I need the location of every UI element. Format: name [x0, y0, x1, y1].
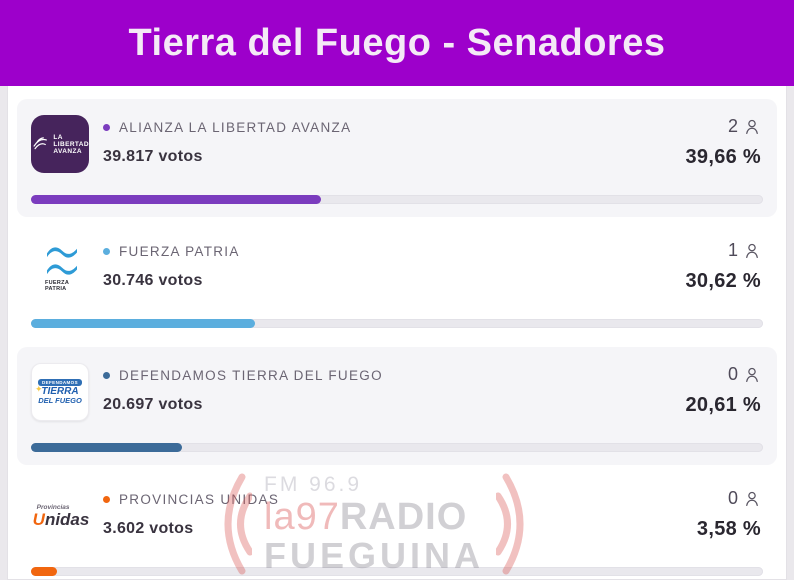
seats-won: 0 [697, 488, 761, 509]
progress-track [31, 443, 763, 452]
person-icon [746, 119, 758, 134]
results-panel: LA LIBERTAD AVANZA ALIANZA LA LIBERTAD AVA… [7, 86, 787, 580]
seats-count: 0 [727, 364, 738, 384]
progress-fill [31, 319, 256, 328]
lla-logo: LA LIBERTAD AVANZA [31, 115, 89, 173]
vote-percentage: 30,62 % [685, 270, 761, 292]
fp-logo-text: FUERZA PATRIA [45, 280, 70, 292]
person-icon [746, 491, 758, 506]
row-right-stats: 0 20,61 % [686, 364, 762, 417]
votes-count: 39.817 votos [103, 148, 203, 165]
votes-count: 3.602 votos [103, 520, 194, 537]
party-info: FUERZA PATRIA 30.746 votos [103, 244, 577, 290]
seats-count: 0 [727, 488, 738, 508]
page-title: Tierra del Fuego - Senadores [128, 21, 666, 64]
party-line: ALIANZA LA LIBERTAD AVANZA [103, 120, 577, 135]
star-icon: ✦ [35, 384, 43, 394]
row-right-stats: 2 39,66 % [686, 116, 762, 169]
party-logo: FUERZA PATRIA [31, 239, 89, 297]
party-logo: ✦ DEFENDAMOS TIERRA DEL FUEGO [31, 363, 89, 421]
row-right-stats: 1 30,62 % [686, 240, 762, 293]
party-result-row: LA LIBERTAD AVANZA ALIANZA LA LIBERTAD AVA… [17, 99, 777, 217]
party-color-bullet [103, 372, 110, 379]
dtf-logo-line2: DEL FUEGO [38, 396, 82, 405]
progress-fill [31, 567, 58, 576]
flag-icon [47, 264, 77, 275]
seats-count: 2 [727, 116, 738, 136]
pu-logo-line1: Provincias [36, 504, 70, 511]
party-name: ALIANZA LA LIBERTAD AVANZA [119, 120, 352, 135]
dtf-logo-line1: TIERRA [41, 386, 79, 397]
party-info: PROVINCIAS UNIDAS 3.602 votos [103, 492, 577, 538]
person-icon [746, 243, 758, 258]
fp-logo: FUERZA PATRIA [41, 244, 79, 292]
votes-count: 30.746 votos [103, 272, 203, 289]
eagle-icon [33, 137, 47, 150]
party-info: ALIANZA LA LIBERTAD AVANZA 39.817 votos [103, 120, 577, 166]
header-banner: Tierra del Fuego - Senadores [0, 0, 794, 86]
seats-count: 1 [727, 240, 738, 260]
party-info: DEFENDAMOS TIERRA DEL FUEGO 20.697 votos [103, 368, 577, 414]
party-name: PROVINCIAS UNIDAS [119, 492, 280, 507]
party-name: DEFENDAMOS TIERRA DEL FUEGO [119, 368, 383, 383]
party-result-row: FUERZA PATRIA FUERZA PATRIA 30.746 votos … [17, 223, 777, 341]
party-result-row: ✦ DEFENDAMOS TIERRA DEL FUEGO DEFENDAMOS TI… [17, 347, 777, 465]
pu-initial: U [32, 510, 45, 529]
party-color-bullet [103, 496, 110, 503]
pu-logo: Provincias Unidas [31, 504, 90, 528]
seats-won: 2 [686, 116, 762, 137]
progress-fill [31, 443, 182, 452]
vote-percentage: 39,66 % [685, 146, 761, 168]
progress-fill [31, 195, 322, 204]
person-icon [746, 367, 758, 382]
party-line: FUERZA PATRIA [103, 244, 577, 259]
flag-icon [47, 247, 77, 258]
pu-logo-line2: Unidas [32, 510, 90, 529]
party-logo: LA LIBERTAD AVANZA [31, 115, 89, 173]
row-right-stats: 0 3,58 % [697, 488, 761, 541]
dtf-badge: DEFENDAMOS [37, 379, 82, 386]
votes-count: 20.697 votos [103, 396, 203, 413]
progress-track [31, 195, 763, 204]
lla-logo-text: LA LIBERTAD AVANZA [53, 133, 89, 155]
progress-track [31, 567, 763, 576]
vote-percentage: 3,58 % [696, 518, 761, 540]
party-color-bullet [103, 248, 110, 255]
party-line: PROVINCIAS UNIDAS [103, 492, 577, 507]
party-color-bullet [103, 124, 110, 131]
party-logo: Provincias Unidas [31, 487, 90, 545]
seats-won: 1 [686, 240, 762, 261]
party-rows-list: LA LIBERTAD AVANZA ALIANZA LA LIBERTAD AVA… [8, 99, 786, 579]
seats-won: 0 [686, 364, 762, 385]
party-line: DEFENDAMOS TIERRA DEL FUEGO [103, 368, 577, 383]
party-result-row: Provincias Unidas PROVINCIAS UNIDAS 3.602… [17, 471, 777, 579]
progress-track [31, 319, 763, 328]
party-name: FUERZA PATRIA [119, 244, 240, 259]
dtf-logo: ✦ DEFENDAMOS TIERRA DEL FUEGO [31, 363, 89, 421]
vote-percentage: 20,61 % [685, 394, 761, 416]
